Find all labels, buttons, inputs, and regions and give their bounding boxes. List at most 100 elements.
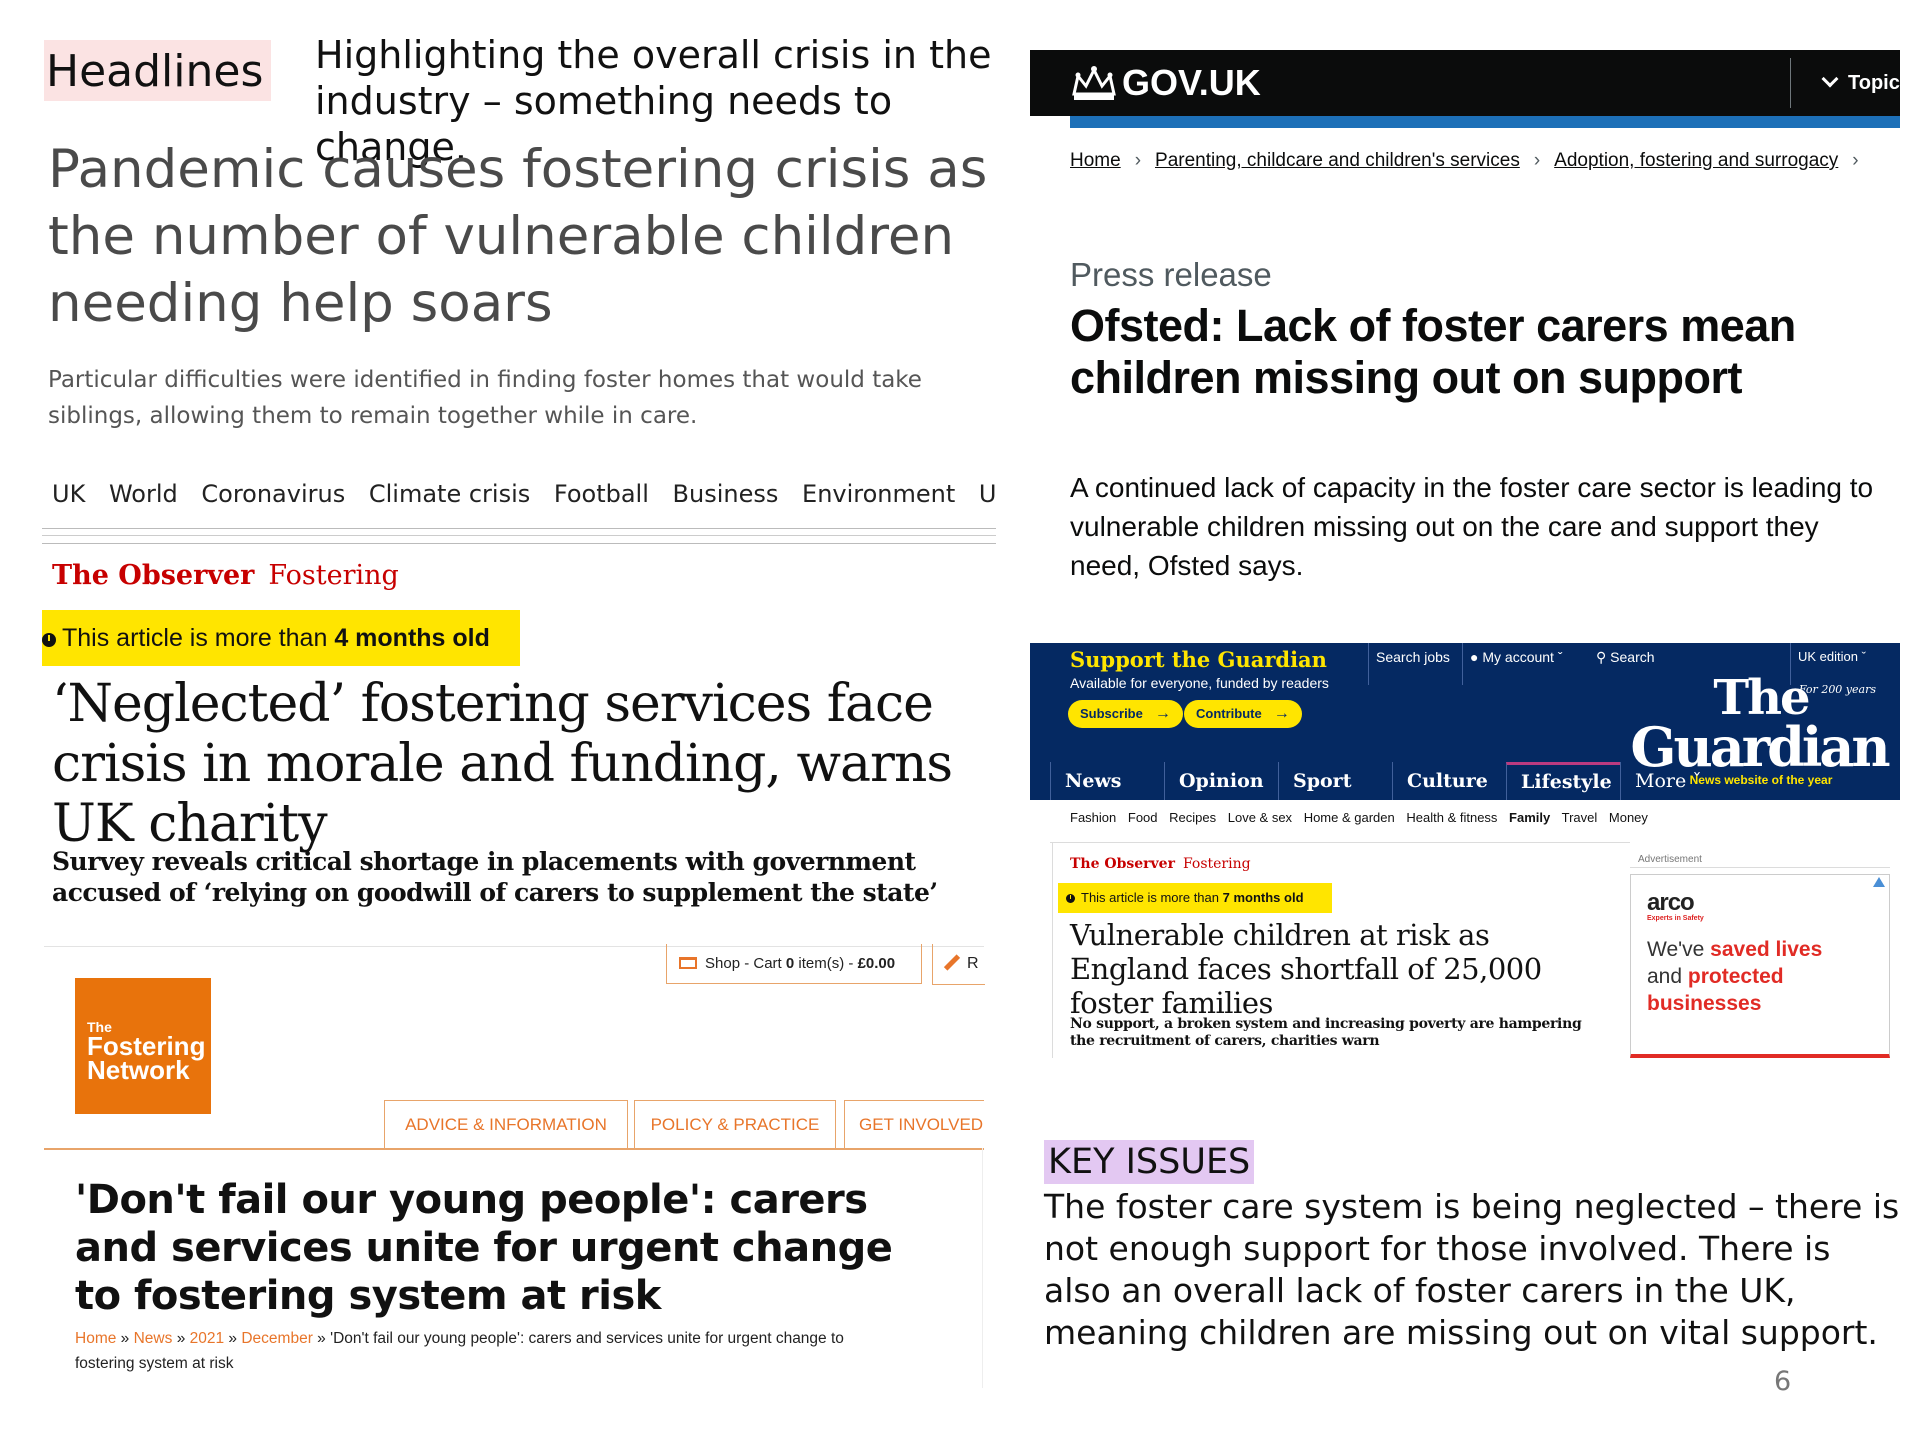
contribute-button[interactable]: Contribute →	[1184, 700, 1302, 728]
subscribe-button[interactable]: Subscribe →	[1068, 700, 1183, 728]
header-divider	[1368, 643, 1369, 685]
observer-headline: ‘Neglected’ fostering services face cris…	[52, 674, 953, 854]
headlines-tag: Headlines	[44, 40, 272, 101]
nav-lifestyle[interactable]: Lifestyle	[1506, 762, 1620, 800]
guardian-side-rule	[1052, 842, 1053, 1058]
my-account-label: My account	[1482, 649, 1554, 665]
sky-nav-business[interactable]: Business	[672, 480, 779, 508]
govuk-crumb-parenting[interactable]: Parenting, childcare and children's serv…	[1155, 150, 1520, 171]
subnav-money[interactable]: Money	[1608, 810, 1648, 825]
govuk-logo[interactable]: GOV.UK	[1122, 62, 1261, 103]
guardian-subhead: No support, a broken system and increasi…	[1070, 1016, 1582, 1049]
guardian-subnav: Fashion Food Recipes Love & sex Home & g…	[1070, 810, 1900, 825]
support-guardian-sub: Available for everyone, funded by reader…	[1070, 675, 1329, 691]
nav-culture[interactable]: Culture	[1392, 762, 1506, 800]
govuk-crumb-home[interactable]: Home	[1070, 150, 1121, 171]
account-icon: ●	[1470, 649, 1479, 665]
observer-section[interactable]: Fostering	[268, 560, 399, 591]
observer-brand: The Observer Fostering	[52, 560, 399, 591]
sky-divider	[42, 528, 996, 544]
nav-opinion[interactable]: Opinion	[1164, 762, 1278, 800]
sky-nav-uk[interactable]: UK	[52, 480, 86, 508]
article-age-value: 4 months old	[334, 624, 490, 652]
fn-top-rule	[44, 946, 984, 947]
guardian-observer-name[interactable]: The Observer	[1070, 856, 1175, 872]
subnav-recipes[interactable]: Recipes	[1169, 810, 1217, 825]
crown-icon	[1072, 66, 1116, 100]
arrow-right-icon: →	[1273, 705, 1290, 722]
nav-more-label: More	[1635, 770, 1687, 792]
tab-advice-information[interactable]: ADVICE & INFORMATION	[384, 1100, 628, 1148]
advertisement[interactable]: arco Experts in Safety We've saved lives…	[1630, 874, 1890, 1058]
tab-get-involved[interactable]: GET INVOLVED	[844, 1100, 984, 1148]
fn-crumb-2021[interactable]: 2021	[189, 1330, 225, 1347]
header-divider	[1462, 643, 1463, 685]
clock-icon	[1066, 894, 1075, 903]
subnav-family[interactable]: Family	[1509, 810, 1551, 825]
nav-more[interactable]: More ˇ	[1620, 762, 1734, 800]
nav-news[interactable]: News	[1050, 762, 1164, 800]
guardian-observer-section[interactable]: Fostering	[1182, 856, 1251, 872]
chevron-right-icon: ›	[1134, 150, 1142, 171]
subnav-love-sex[interactable]: Love & sex	[1227, 810, 1293, 825]
cart-count: 0	[785, 955, 795, 972]
tab-policy-practice[interactable]: POLICY & PRACTICE	[634, 1100, 836, 1148]
observer-brand-name[interactable]: The Observer	[52, 560, 255, 591]
pencil-icon	[943, 954, 961, 971]
clock-icon	[42, 633, 56, 647]
subnav-travel[interactable]: Travel	[1561, 810, 1598, 825]
fn-crumb-current: 'Don't fail our young people': carers an…	[75, 1330, 844, 1372]
logo-line2: Fostering	[87, 1031, 206, 1061]
sky-nav-coronavirus[interactable]: Coronavirus	[201, 480, 346, 508]
guardian-pillar-nav: News Opinion Sport Culture Lifestyle Mor…	[1050, 762, 1900, 800]
nav-sport[interactable]: Sport	[1278, 762, 1392, 800]
my-account-button[interactable]: ● My account ˇ	[1470, 649, 1563, 665]
search-button[interactable]: ⚲ Search	[1596, 649, 1655, 666]
govuk-crumb-adoption[interactable]: Adoption, fostering and surrogacy	[1554, 150, 1839, 171]
search-label: Search	[1610, 649, 1655, 665]
edit-button[interactable]: R	[932, 944, 985, 985]
sky-nav-environment[interactable]: Environment	[802, 480, 956, 508]
sky-nav-world[interactable]: World	[108, 480, 178, 508]
sky-nav-climate-crisis[interactable]: Climate crisis	[368, 480, 531, 508]
headlines-description: Highlighting the overall crisis in the i…	[315, 33, 992, 169]
page-number: 6	[1774, 1366, 1792, 1397]
subnav-food[interactable]: Food	[1127, 810, 1158, 825]
sky-nav-uk-politics[interactable]: UK politics	[978, 480, 996, 508]
fostering-network-headline: 'Don't fail our young people': carers an…	[75, 1177, 893, 1319]
article-age-banner: This article is more than 4 months old	[42, 610, 520, 666]
ad-brand: arco	[1647, 889, 1695, 916]
govuk-lead: A continued lack of capacity in the fost…	[1070, 472, 1874, 581]
fn-crumb-home[interactable]: Home	[75, 1330, 117, 1347]
ad-word: saved lives	[1710, 938, 1823, 961]
chevron-down-icon: ˇ	[1557, 649, 1563, 665]
cart-icon	[679, 957, 697, 969]
subnav-fashion[interactable]: Fashion	[1070, 810, 1117, 825]
observer-subhead: Survey reveals critical shortage in plac…	[52, 847, 938, 907]
guardian-article-age: This article is more than 7 months old	[1058, 883, 1332, 913]
shop-cart-button[interactable]: Shop - Cart 0 item(s) - £0.00	[666, 944, 922, 984]
cart-mid: item(s) -	[798, 955, 854, 972]
search-jobs-link[interactable]: Search jobs	[1376, 649, 1450, 665]
edition-selector[interactable]: UK edition ˇ	[1798, 649, 1866, 664]
chevron-right-icon: ›	[1533, 150, 1541, 171]
sky-nav-football[interactable]: Football	[553, 480, 649, 508]
fn-crumb-sep: »	[176, 1330, 186, 1347]
sky-nav: UK World Coronavirus Climate crisis Foot…	[52, 480, 996, 514]
edition-label: UK edition	[1798, 649, 1858, 664]
fostering-network-logo[interactable]: The Fostering Network	[75, 978, 211, 1114]
guardian-logo[interactable]: The Guardian For 200 years News website …	[1626, 643, 1896, 787]
sky-headline: Pandemic causes fostering crisis as the …	[48, 139, 988, 334]
subnav-health-fitness[interactable]: Health & fitness	[1406, 810, 1498, 825]
guardian-age-value: 7 months old	[1222, 890, 1304, 905]
header-divider	[1790, 643, 1791, 685]
ad-label: Advertisement	[1630, 854, 1890, 868]
fn-crumb-news[interactable]: News	[133, 1330, 173, 1347]
adchoices-icon[interactable]	[1873, 877, 1885, 887]
guardian-for200: For 200 years	[1798, 683, 1876, 696]
ad-word: We've	[1647, 938, 1705, 961]
subnav-home-garden[interactable]: Home & garden	[1303, 810, 1395, 825]
govuk-topics-button[interactable]: Topic	[1821, 68, 1900, 98]
fn-crumb-december[interactable]: December	[241, 1330, 313, 1347]
fn-tab-rule	[44, 1148, 984, 1150]
